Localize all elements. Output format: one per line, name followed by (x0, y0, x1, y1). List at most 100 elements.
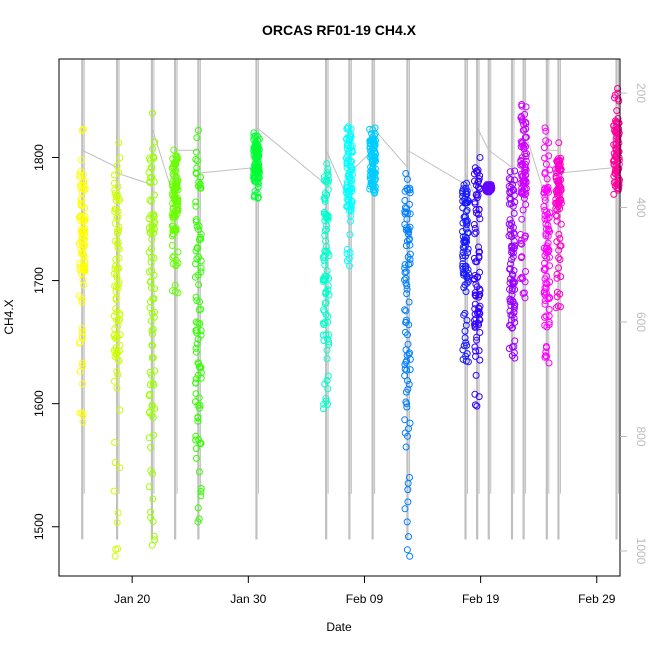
data-point (471, 305, 479, 313)
data-point (114, 230, 121, 237)
data-point (459, 219, 467, 227)
data-point (196, 233, 204, 241)
data-point (522, 118, 530, 126)
data-point (116, 154, 124, 162)
data-point (149, 495, 157, 503)
data-point (405, 533, 412, 541)
data-point (77, 225, 85, 233)
data-point (197, 230, 205, 238)
data-point (460, 284, 468, 291)
data-point (509, 271, 517, 279)
data-point (511, 337, 519, 345)
data-point (506, 216, 514, 224)
flight-series-rf01 (75, 125, 89, 426)
data-point (148, 253, 155, 261)
data-point (473, 333, 481, 341)
data-point (113, 271, 120, 279)
data-point (511, 176, 518, 184)
data-point (148, 371, 155, 379)
data-point (615, 139, 623, 147)
data-point (474, 273, 482, 281)
data-point (169, 192, 177, 199)
data-point (611, 169, 619, 177)
data-point (112, 288, 120, 296)
data-point (406, 474, 413, 481)
data-point (517, 114, 525, 122)
data-point (459, 189, 467, 197)
data-point (406, 186, 414, 194)
data-point (172, 158, 180, 165)
data-point (344, 187, 352, 195)
data-point (149, 325, 157, 333)
data-point (406, 200, 413, 208)
data-point (463, 221, 471, 229)
data-point (543, 175, 551, 183)
data-point (463, 229, 471, 237)
data-point (403, 237, 411, 245)
data-point (473, 169, 481, 177)
flight-series-rf03 (145, 109, 159, 549)
data-point (170, 164, 178, 172)
transit-trace (476, 127, 490, 151)
data-point (614, 136, 622, 144)
data-point (555, 254, 563, 262)
data-point (112, 296, 120, 304)
data-point (401, 505, 409, 513)
data-point (545, 152, 553, 160)
data-point (147, 508, 155, 516)
data-point (520, 145, 528, 153)
data-point (544, 221, 552, 229)
y-tick-label: 1800 (32, 144, 46, 171)
data-point (461, 270, 469, 278)
flight-series-rf04 (168, 146, 182, 297)
data-point (78, 359, 86, 367)
data-point (148, 164, 156, 172)
data-point (197, 485, 205, 492)
data-point (173, 180, 181, 188)
transit-trace (116, 172, 153, 186)
data-point (80, 182, 88, 189)
data-point (194, 414, 202, 422)
data-point (321, 299, 329, 307)
data-point (402, 443, 410, 451)
data-point (522, 125, 530, 133)
x-tick-label: Feb 29 (578, 592, 616, 606)
data-point (472, 292, 480, 300)
data-point (77, 263, 85, 271)
data-point (518, 240, 526, 248)
data-point (543, 186, 551, 194)
data-point (171, 161, 179, 169)
data-point (471, 316, 478, 324)
x-tick-label: Feb 09 (346, 592, 384, 606)
data-point (403, 290, 411, 298)
data-point (482, 187, 490, 195)
data-point (552, 174, 560, 182)
data-point (348, 158, 355, 166)
data-point (403, 546, 411, 554)
data-point (110, 487, 118, 495)
data-point (612, 147, 620, 155)
data-point (192, 216, 200, 224)
data-point (555, 264, 563, 272)
transit-trace (558, 166, 617, 174)
data-point (171, 226, 178, 234)
data-point (372, 157, 379, 165)
data-point (196, 364, 204, 371)
data-point (507, 260, 514, 268)
data-point (343, 157, 351, 165)
data-point (401, 365, 409, 373)
data-point (517, 275, 525, 282)
data-points-layer (75, 85, 623, 560)
data-point (518, 154, 526, 162)
data-point (475, 252, 483, 260)
data-point (348, 148, 356, 156)
data-point (476, 154, 484, 161)
data-point (113, 227, 121, 235)
data-point (149, 109, 157, 117)
data-point (110, 270, 118, 278)
data-point (169, 178, 177, 186)
data-point (369, 126, 377, 134)
data-point (552, 205, 560, 213)
data-point (319, 331, 327, 339)
